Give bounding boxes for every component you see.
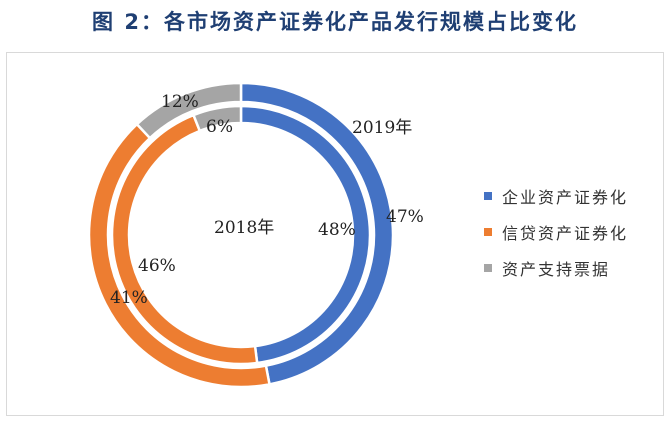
label-2018-credit: 46% <box>138 256 176 276</box>
label-2019-credit: 41% <box>110 288 148 308</box>
legend-item-credit: 信贷资产证券化 <box>484 219 628 245</box>
legend-item-corporate: 企业资产证券化 <box>484 183 628 209</box>
legend-swatch-corporate <box>484 192 492 200</box>
legend-label-credit: 信贷资产证券化 <box>502 224 629 243</box>
legend-label-abn: 资产支持票据 <box>502 260 611 279</box>
legend-swatch-credit <box>484 228 492 236</box>
chart-legend: 企业资产证券化 信贷资产证券化 资产支持票据 <box>484 183 628 291</box>
figure-title: 图 2：各市场资产证券化产品发行规模占比变化 <box>92 10 578 34</box>
legend-item-abn: 资产支持票据 <box>484 255 628 281</box>
slice-outer-abn <box>135 81 243 140</box>
outer-ring-label: 2019年 <box>352 118 412 138</box>
label-2018-corporate: 48% <box>318 220 356 240</box>
donut-slices <box>87 81 395 389</box>
label-2018-abn: 6% <box>206 117 233 137</box>
slice-inner-abn <box>191 104 243 133</box>
label-2019-corporate: 47% <box>386 207 424 227</box>
legend-label-corporate: 企业资产证券化 <box>502 188 629 207</box>
legend-swatch-abn <box>484 264 492 272</box>
label-2019-abn: 12% <box>161 92 199 112</box>
inner-ring-label: 2018年 <box>214 218 274 238</box>
